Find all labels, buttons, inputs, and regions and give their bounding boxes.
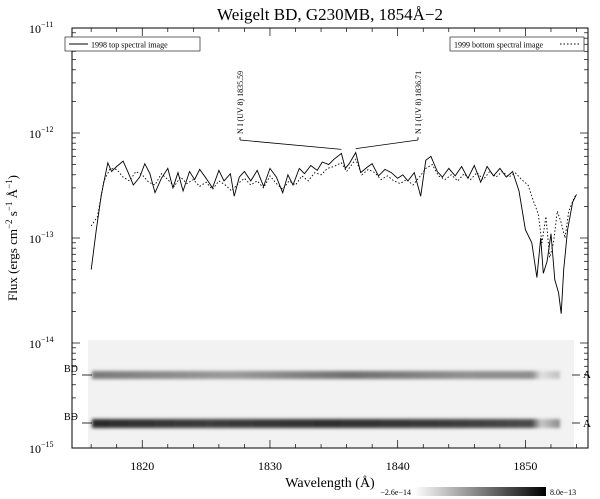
spectral-image-top-trace bbox=[92, 371, 560, 379]
y-tick-exponent: −13 bbox=[41, 230, 54, 239]
legend-left: 1998 top spectral image bbox=[64, 36, 201, 52]
annotation-leader bbox=[239, 139, 342, 150]
y-tick-base: 10 bbox=[29, 442, 41, 456]
y-axis-label-exp: −2 bbox=[4, 219, 14, 229]
x-tick-label: 1850 bbox=[513, 459, 537, 473]
spectral-label-a-bottom: A bbox=[583, 418, 591, 430]
annotation-label: N I (UV 8) 1835.59 bbox=[236, 71, 245, 134]
y-tick-exponent: −12 bbox=[41, 125, 54, 134]
y-axis-label-part: Å bbox=[5, 188, 20, 201]
y-axis-label: Flux (ergs cm−2 s−1 Å−1) bbox=[4, 175, 20, 301]
y-tick-base: 10 bbox=[29, 22, 41, 36]
spectral-label-bd-bottom: BD bbox=[64, 412, 78, 423]
y-tick-exponent: −11 bbox=[41, 20, 53, 29]
colorbar: −2.6e−14 8.0e−13 bbox=[380, 487, 576, 497]
legend-right-label: 1999 bottom spectral image bbox=[454, 41, 544, 50]
x-tick-label: 1840 bbox=[386, 459, 410, 473]
chart-title: Weigelt BD, G230MB, 1854Å−2 bbox=[217, 5, 443, 24]
y-tick-label: 10−12 bbox=[29, 125, 54, 141]
y-tick-exponent: −14 bbox=[41, 335, 54, 344]
x-axis-label: Wavelength (Å) bbox=[285, 475, 375, 491]
spectral-image: BD BD A A bbox=[64, 340, 591, 448]
legend-left-label: 1998 top spectral image bbox=[91, 41, 168, 50]
y-tick-label: 10−11 bbox=[29, 20, 53, 36]
colorbar-max-label: 8.0e−13 bbox=[550, 488, 576, 497]
x-tick-label: 1830 bbox=[258, 459, 282, 473]
y-tick-base: 10 bbox=[29, 127, 41, 141]
spectral-image-background bbox=[88, 340, 574, 448]
x-tick-labels: 1820 1830 1840 1850 bbox=[130, 459, 537, 473]
y-tick-label: 10−13 bbox=[29, 230, 54, 246]
y-tick-label: 10−15 bbox=[29, 440, 54, 456]
y-axis-label-part: ) bbox=[5, 175, 20, 179]
legend-left-box bbox=[64, 36, 201, 52]
y-tick-base: 10 bbox=[29, 337, 41, 351]
y-axis-label-part: s bbox=[5, 211, 20, 219]
tick-marks bbox=[72, 28, 588, 449]
y-tick-base: 10 bbox=[29, 232, 41, 246]
colorbar-min-label: −2.6e−14 bbox=[380, 488, 411, 497]
y-axis-label-part: Flux (ergs cm bbox=[5, 229, 20, 301]
legend-right-box bbox=[449, 36, 585, 52]
series-1998-line bbox=[90, 151, 577, 314]
annotation-label: N I (UV 8) 1836.71 bbox=[414, 71, 423, 134]
x-tick-label: 1820 bbox=[130, 459, 154, 473]
legend-right: 1999 bottom spectral image bbox=[449, 36, 585, 52]
spectral-label-bd-top: BD bbox=[64, 364, 78, 375]
annotation-leader bbox=[355, 139, 419, 150]
annotations: N I (UV 8) 1835.59 N I (UV 8) 1836.71 bbox=[236, 71, 423, 150]
colorbar-gradient bbox=[414, 487, 546, 496]
y-tick-label: 10−14 bbox=[29, 335, 54, 351]
y-tick-exponent: −15 bbox=[41, 440, 54, 449]
spectral-image-bottom-trace bbox=[92, 419, 560, 428]
y-axis-label-exp: −1 bbox=[4, 202, 14, 212]
y-axis-label-exp: −1 bbox=[4, 179, 14, 189]
spectral-label-a-top: A bbox=[583, 369, 591, 381]
